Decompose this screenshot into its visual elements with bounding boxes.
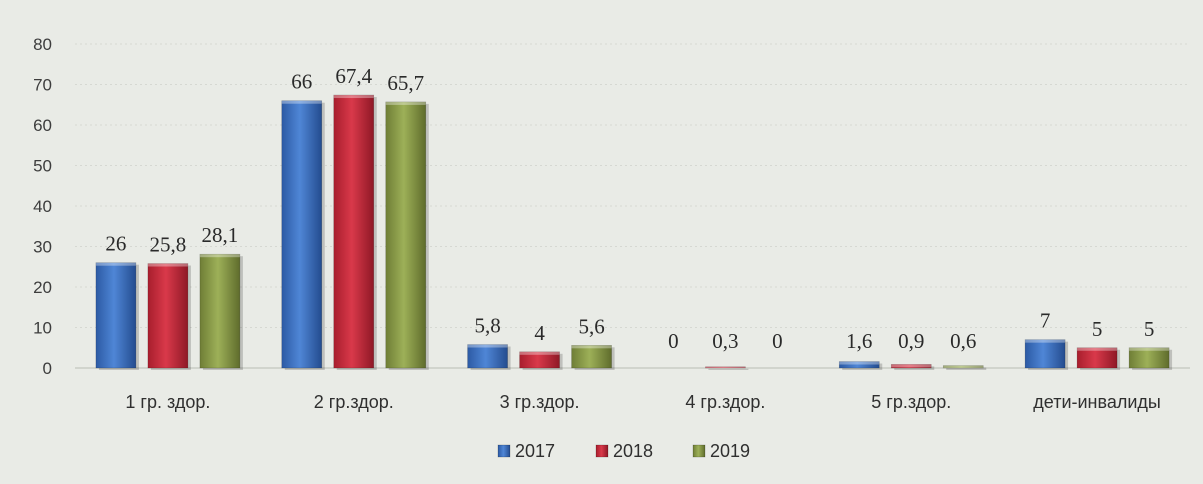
- y-tick-label: 70: [33, 76, 52, 95]
- bar-highlight: [95, 262, 136, 266]
- bar-highlight: [839, 361, 880, 365]
- bar-2018-4: [890, 364, 932, 369]
- y-axis-ticks: 0 10 20 30 40 50 60 70 80: [33, 35, 52, 378]
- data-labels: 26 25,8 28,1 66 67,4 65,7 5,8 4 5,6 0 0,3 0 1,6 0,9 0,…: [105, 64, 1154, 353]
- legend-swatch-2017: [497, 444, 511, 458]
- bar-highlight: [199, 254, 240, 258]
- data-label: 0: [668, 329, 679, 353]
- bar-highlight: [333, 95, 374, 99]
- bar-2019-0: [199, 253, 241, 369]
- y-tick-label: 30: [33, 238, 52, 257]
- x-category-label: дети-инвалиды: [1033, 392, 1161, 412]
- legend-label: 2019: [710, 441, 750, 461]
- data-label: 5: [1092, 317, 1103, 341]
- y-tick-label: 60: [33, 116, 52, 135]
- bar-highlight: [147, 263, 188, 267]
- data-label: 26: [105, 232, 126, 256]
- bar-highlight: [467, 344, 508, 348]
- bar-2018-0: [147, 263, 189, 369]
- data-label: 0: [772, 329, 783, 353]
- bar-highlight: [571, 345, 612, 349]
- x-axis-categories: 1 гр. здор. 2 гр.здор. 3 гр.здор. 4 гр.здор…: [125, 392, 1160, 412]
- bar-2017-4: [838, 361, 880, 369]
- bar-highlight: [891, 364, 932, 368]
- y-tick-label: 0: [43, 359, 52, 378]
- data-label: 5,6: [578, 314, 604, 338]
- bar-highlight: [281, 100, 322, 104]
- bar-2017-0: [95, 262, 137, 369]
- bar-2018-1: [333, 94, 375, 369]
- bar-highlight: [1129, 347, 1170, 351]
- bars: [95, 94, 1173, 370]
- bar-2017-2: [467, 344, 508, 369]
- y-tick-label: 20: [33, 278, 52, 297]
- bar-shadow: [708, 368, 749, 370]
- bar-shadow: [946, 367, 987, 370]
- bar-2019-5: [1128, 347, 1170, 369]
- y-tick-label: 40: [33, 197, 52, 216]
- bar-shadow: [894, 366, 935, 370]
- bar-highlight: [1077, 347, 1118, 351]
- legend-label: 2017: [515, 441, 555, 461]
- x-category-label: 4 гр.здор.: [685, 392, 765, 412]
- x-category-label: 2 гр.здор.: [314, 392, 394, 412]
- data-label: 28,1: [202, 223, 239, 247]
- bar-2017-1: [281, 100, 323, 369]
- y-tick-label: 50: [33, 157, 52, 176]
- legend-swatch-2019: [692, 444, 706, 458]
- data-label: 0,9: [898, 329, 924, 353]
- data-label: 5: [1144, 317, 1155, 341]
- gridlines: [75, 43, 1190, 369]
- bar-2017-5: [1024, 339, 1066, 369]
- y-tick-label: 80: [33, 35, 52, 54]
- data-label: 0,3: [712, 329, 738, 353]
- bar-highlight: [519, 351, 560, 355]
- bar-2019-1: [385, 101, 427, 369]
- data-label: 65,7: [387, 71, 424, 95]
- data-label: 66: [291, 70, 312, 94]
- bar-highlight: [705, 366, 746, 368]
- data-label: 5,8: [474, 314, 500, 338]
- x-category-label: 3 гр.здор.: [500, 392, 580, 412]
- bar-2018-3: [705, 366, 746, 369]
- data-label: 7: [1040, 309, 1051, 333]
- y-tick-label: 10: [33, 319, 52, 338]
- bar-2018-2: [519, 351, 560, 369]
- bar-highlight: [1025, 339, 1066, 343]
- bar-highlight: [385, 101, 426, 105]
- bar-2018-5: [1076, 347, 1118, 369]
- data-label: 67,4: [335, 64, 372, 88]
- legend-swatch-2018: [595, 444, 609, 458]
- x-category-label: 1 гр. здор.: [125, 392, 210, 412]
- bar-2019-2: [571, 345, 612, 369]
- data-label: 25,8: [150, 233, 187, 257]
- x-category-label: 5 гр.здор.: [871, 392, 951, 412]
- data-label: 4: [534, 321, 545, 345]
- data-label: 1,6: [846, 329, 872, 353]
- bar-2019-4: [942, 365, 984, 369]
- legend: 2017 2018 2019: [497, 441, 750, 461]
- bar-highlight: [943, 365, 984, 368]
- data-label: 0,6: [950, 329, 976, 353]
- legend-label: 2018: [613, 441, 653, 461]
